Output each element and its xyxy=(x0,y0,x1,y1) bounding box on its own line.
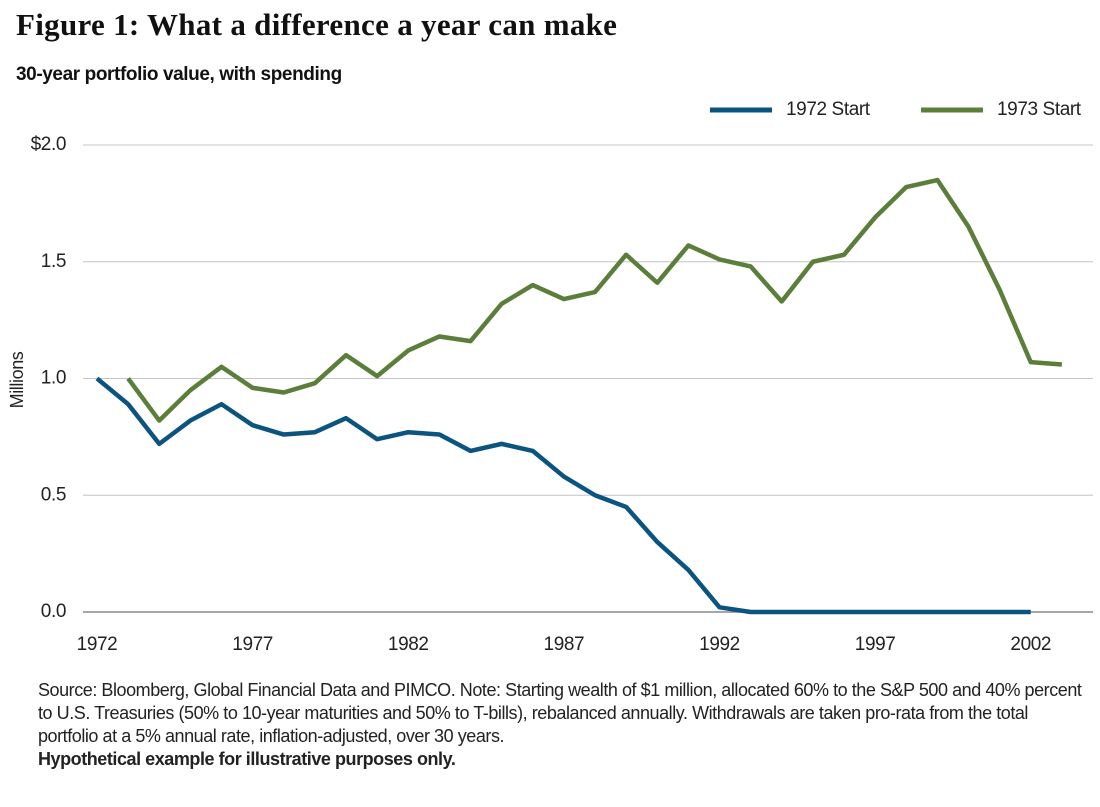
y-tick-label: 1.0 xyxy=(41,368,66,389)
x-tick-label: 1972 xyxy=(77,634,118,655)
y-tick-label: 0.5 xyxy=(41,484,66,505)
chart: Figure 1: What a difference a year can m… xyxy=(7,7,1093,655)
chart-title: Figure 1: What a difference a year can m… xyxy=(16,7,617,42)
x-tick-label: 2002 xyxy=(1010,634,1051,655)
legend-label: 1972 Start xyxy=(786,99,871,120)
y-axis-label: Millions xyxy=(7,351,27,408)
y-tick-label: 0.0 xyxy=(41,601,66,622)
series-line xyxy=(126,177,1063,423)
series-line xyxy=(95,376,1031,615)
x-tick-label: 1987 xyxy=(544,634,585,655)
chart-subtitle: 30-year portfolio value, with spending xyxy=(16,64,342,85)
x-tick-label: 1997 xyxy=(855,634,896,655)
y-tick-label: 1.5 xyxy=(41,251,66,272)
x-tick-label: 1992 xyxy=(699,634,740,655)
x-tick-label: 1977 xyxy=(232,634,273,655)
disclaimer: Hypothetical example for illustrative pu… xyxy=(38,749,456,769)
notes: Source: Bloomberg, Global Financial Data… xyxy=(38,679,1088,771)
legend-label: 1973 Start xyxy=(997,99,1082,120)
x-tick-label: 1982 xyxy=(388,634,429,655)
y-tick-label: $2.0 xyxy=(31,134,66,155)
source-note: Source: Bloomberg, Global Financial Data… xyxy=(38,680,1082,746)
